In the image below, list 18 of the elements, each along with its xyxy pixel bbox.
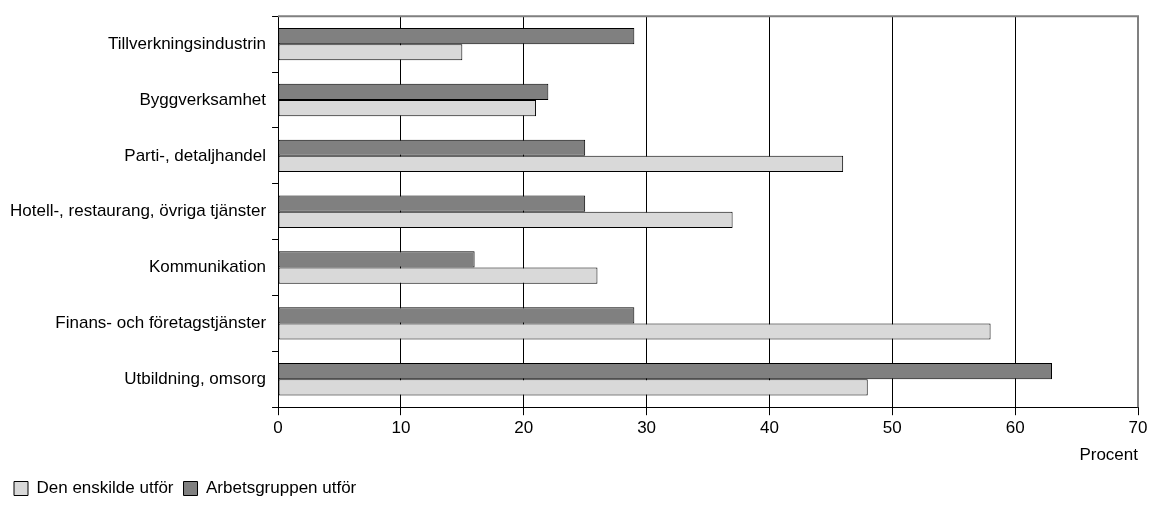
x-tick-label: 50 <box>882 418 902 438</box>
y-tick-label: Kommunikation <box>148 257 267 277</box>
x-tick-label: 40 <box>759 418 779 438</box>
y-tick-label: Utbildning, omsorg <box>124 368 267 388</box>
y-tick-label: Finans- och företagstjänster <box>55 313 267 333</box>
x-tick-label: 70 <box>1128 418 1148 438</box>
y-tick-label: Hotell-, restaurang, övriga tjänster <box>10 201 267 221</box>
x-tick-label: 0 <box>273 418 283 438</box>
x-tick-label: 60 <box>1005 418 1025 438</box>
x-tick-label: 30 <box>637 418 657 438</box>
y-tick-label: Parti-, detaljhandel <box>124 145 267 165</box>
x-tick-label: 10 <box>391 418 411 438</box>
legend-label: Den enskilde utför <box>36 478 174 498</box>
y-tick-label: Byggverksamhet <box>139 89 267 109</box>
x-axis-title: Procent <box>1079 445 1139 465</box>
legend-label: Arbetsgruppen utför <box>206 478 357 498</box>
x-tick-label: 20 <box>514 418 534 438</box>
y-tick-label: Tillverkningsindustrin <box>107 33 267 53</box>
